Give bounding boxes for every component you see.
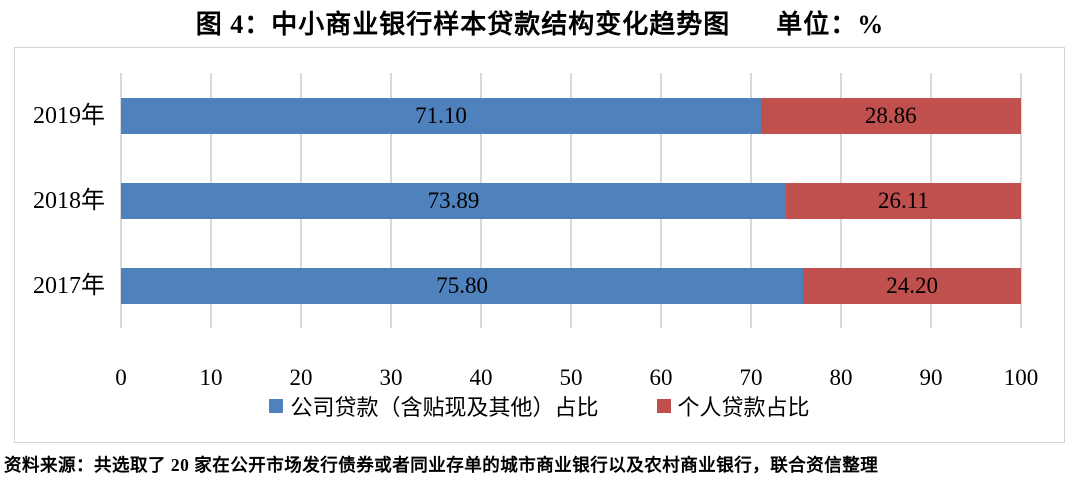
x-tick-label: 20 — [289, 365, 313, 390]
bar-row-2017年: 2017年 75.80 24.20 — [33, 267, 1021, 304]
chart-title: 图 4：中小商业银行样本贷款结构变化趋势图 单位：% — [0, 4, 1080, 41]
bar-segment[interactable]: 28.86 — [760, 97, 1021, 134]
x-tick-label: 10 — [199, 365, 223, 390]
x-tick-label: 30 — [379, 365, 403, 390]
bar-segment[interactable]: 75.80 — [121, 267, 804, 304]
x-tick-label: 70 — [739, 365, 763, 390]
legend-item[interactable]: 公司贷款（含贴现及其他）占比 — [269, 390, 599, 422]
x-tick-label: 50 — [559, 365, 583, 390]
x-tick-label: 60 — [649, 365, 673, 390]
bar-value-label: 73.89 — [427, 188, 480, 213]
legend: 公司贷款（含贴现及其他）占比 个人贷款占比 — [15, 390, 1064, 422]
bar-value-label: 28.86 — [864, 103, 917, 128]
x-tick-label: 100 — [1003, 365, 1039, 390]
bar-value-label: 24.20 — [886, 273, 938, 298]
bar-segment[interactable]: 73.89 — [121, 182, 786, 219]
category-label: 2018年 — [33, 187, 105, 214]
source-note: 资料来源：共选取了 20 家在公开市场发行债券或者同业存单的城市商业银行以及农村… — [4, 455, 879, 475]
bar-row-2019年: 2019年 71.10 28.86 — [33, 97, 1021, 134]
x-tick-label: 40 — [469, 365, 493, 390]
category-label: 2019年 — [33, 102, 105, 129]
chart-area: 2019年 71.10 28.86 2018年 73.89 26.11 2017年 75.80… — [14, 47, 1065, 443]
x-tick-label: 90 — [919, 365, 943, 390]
bar-segment[interactable]: 26.11 — [786, 182, 1021, 219]
bar-value-label: 26.11 — [878, 188, 929, 213]
bar-value-label: 75.80 — [436, 273, 488, 298]
bar-segment[interactable]: 71.10 — [121, 97, 761, 134]
bar-value-label: 71.10 — [415, 103, 467, 128]
chart-unit-label: 单位：% — [776, 10, 885, 39]
plot-area: 2019年 71.10 28.86 2018年 73.89 26.11 2017年 75.80… — [33, 73, 1038, 390]
bar-row-2018年: 2018年 73.89 26.11 — [33, 182, 1021, 219]
chart-title-text: 图 4：中小商业银行样本贷款结构变化趋势图 — [195, 10, 731, 39]
legend-label: 个人贷款占比 — [677, 395, 810, 420]
legend-swatch-icon — [656, 399, 671, 413]
gridline-100 — [1020, 73, 1022, 328]
legend-item[interactable]: 个人贷款占比 — [656, 390, 810, 422]
legend-swatch-icon — [269, 399, 284, 413]
x-tick-label: 0 — [115, 365, 127, 390]
legend-label: 公司贷款（含贴现及其他）占比 — [290, 395, 599, 420]
category-label: 2017年 — [33, 272, 105, 299]
bar-segment[interactable]: 24.20 — [803, 267, 1021, 304]
x-tick-label: 80 — [829, 365, 853, 390]
